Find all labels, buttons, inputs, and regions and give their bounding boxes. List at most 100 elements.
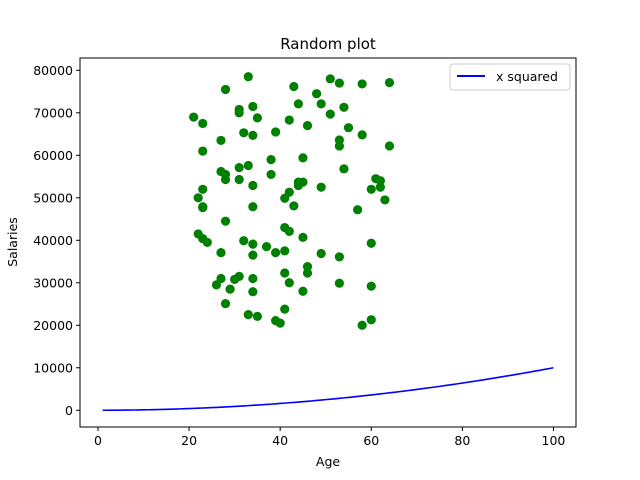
- scatter-point: [198, 118, 208, 129]
- y-tick-label: 70000: [33, 105, 73, 120]
- scatter-point: [293, 99, 303, 109]
- scatter-point: [334, 141, 344, 151]
- y-tick-label: 80000: [33, 63, 73, 78]
- scatter-point: [312, 89, 322, 99]
- scatter-point: [234, 271, 244, 282]
- y-tick-label: 60000: [33, 148, 73, 163]
- x-tick-label: 60: [363, 433, 379, 448]
- scatter-point: [261, 242, 272, 252]
- scatter-point: [280, 304, 290, 314]
- scatter-point: [248, 180, 258, 191]
- series-line-x-squared: [102, 366, 554, 412]
- y-tick-label: 20000: [33, 318, 73, 333]
- scatter-point: [302, 120, 313, 131]
- scatter-point: [289, 201, 299, 211]
- scatter-point: [248, 250, 258, 260]
- scatter-point: [248, 273, 258, 284]
- scatter-point: [375, 182, 385, 192]
- legend-box: [449, 63, 571, 91]
- scatter-point: [357, 320, 367, 330]
- scatter-point: [298, 153, 308, 163]
- scatter-point: [384, 78, 395, 88]
- scatter-point: [220, 84, 231, 95]
- scatter-point: [284, 115, 294, 125]
- scatter-point: [271, 127, 281, 137]
- legend-label-x-squared: x squared: [496, 69, 558, 84]
- x-tick-label: 80: [454, 433, 470, 448]
- scatter-point: [243, 160, 253, 171]
- scatter-point: [280, 246, 290, 256]
- x-axis-label: Age: [316, 454, 340, 469]
- scatter-point: [216, 248, 226, 258]
- scatter-point: [216, 273, 226, 284]
- scatter-point: [239, 128, 249, 138]
- scatter-point: [248, 130, 258, 140]
- scatter-point: [339, 102, 349, 112]
- scatter-point: [357, 79, 367, 89]
- scatter-point: [298, 232, 308, 242]
- y-tick-label: 40000: [33, 233, 73, 248]
- scatter-point: [302, 268, 313, 278]
- scatter-point: [220, 174, 231, 185]
- scatter-point: [198, 184, 208, 194]
- scatter-point: [366, 184, 376, 194]
- x-tick-label: 0: [94, 433, 102, 448]
- scatter-point: [239, 236, 249, 246]
- scatter-point: [325, 109, 335, 119]
- scatter-point: [366, 315, 376, 325]
- scatter-point: [271, 248, 281, 258]
- scatter-point: [234, 163, 244, 173]
- scatter-point: [298, 177, 308, 187]
- scatter-point: [193, 193, 203, 203]
- axes-frame: [79, 57, 577, 428]
- y-tick-label: 0: [65, 403, 73, 418]
- x-tick-label: 20: [181, 433, 197, 448]
- scatter-point: [280, 193, 290, 203]
- scatter-point: [366, 281, 376, 291]
- scatter-point: [248, 287, 258, 297]
- scatter-point: [375, 176, 385, 186]
- scatter-point: [234, 108, 244, 118]
- scatter-point: [225, 284, 235, 294]
- scatter-point: [198, 146, 208, 156]
- x-tick-label: 100: [542, 433, 566, 448]
- scatter-point: [198, 202, 208, 213]
- y-tick-label: 50000: [33, 190, 73, 205]
- scatter-point: [280, 268, 290, 278]
- y-tick-label: 30000: [33, 275, 73, 290]
- scatter-point: [366, 238, 376, 248]
- scatter-point: [339, 164, 349, 174]
- plot-area: 0 20 40 60 80 100 0 10000 20000 30000 40000 50000 60…: [33, 57, 577, 448]
- scatter-point: [248, 239, 258, 249]
- scatter-point: [380, 195, 390, 205]
- scatter-point: [248, 101, 258, 112]
- scatter-point: [275, 318, 285, 328]
- scatter-point: [334, 278, 344, 288]
- scatter-point: [316, 248, 326, 259]
- scatter-point: [234, 174, 244, 185]
- scatter-point: [220, 216, 231, 226]
- scatter-point: [252, 113, 262, 123]
- scatter-point: [216, 135, 226, 146]
- y-axis-label: Salaries: [5, 217, 20, 267]
- x-tick-label: 40: [272, 433, 288, 448]
- scatter-point: [243, 310, 253, 320]
- scatter-point: [343, 123, 354, 133]
- scatter-point: [248, 202, 258, 212]
- scatter-point: [266, 169, 276, 180]
- scatter-point: [353, 205, 363, 215]
- scatter-point: [357, 130, 367, 140]
- scatter-point: [302, 262, 313, 272]
- scatter-point: [202, 237, 212, 248]
- scatter-point: [211, 280, 222, 290]
- y-tick-label: 10000: [33, 360, 73, 375]
- scatter-point: [220, 299, 231, 309]
- scatter-point: [298, 286, 308, 296]
- scatter-point: [284, 278, 294, 288]
- scatter-point: [266, 154, 276, 165]
- legend: x squared: [449, 63, 571, 91]
- scatter-point: [316, 99, 326, 109]
- scatter-point: [325, 74, 335, 84]
- scatter-point: [280, 222, 290, 233]
